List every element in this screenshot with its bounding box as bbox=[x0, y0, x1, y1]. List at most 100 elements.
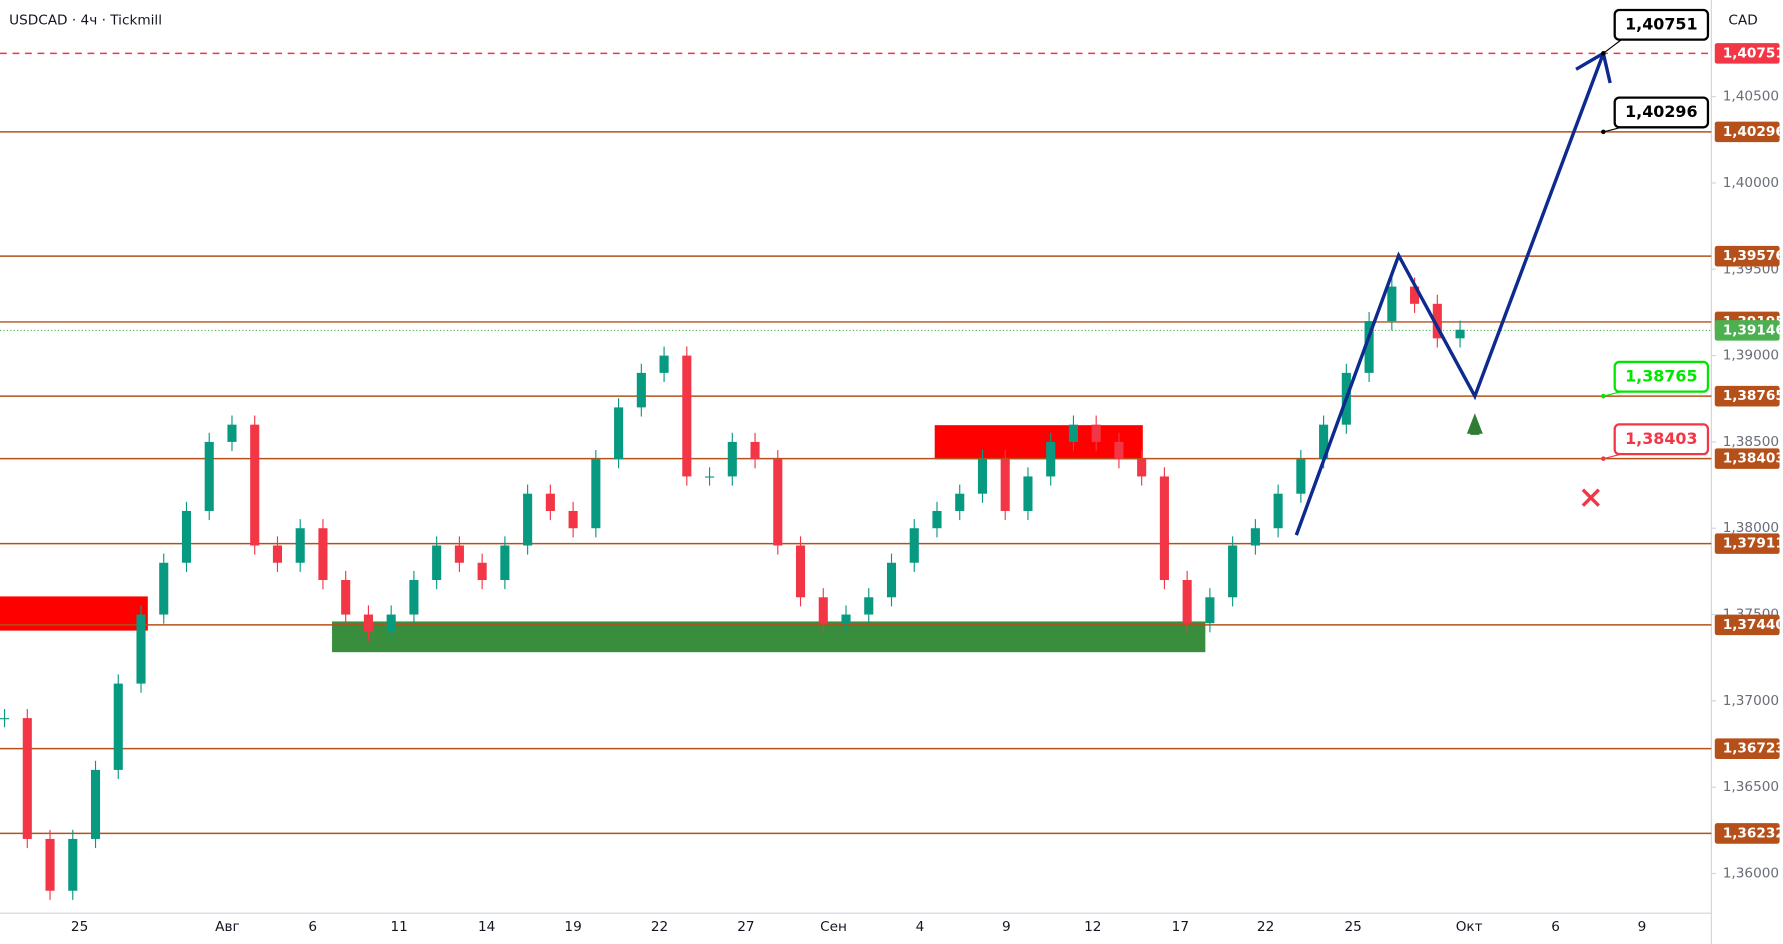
candle bbox=[864, 597, 874, 615]
candle bbox=[1137, 459, 1147, 477]
x-tick-label: 6 bbox=[308, 919, 317, 935]
candle bbox=[159, 562, 169, 615]
level-label-box bbox=[1714, 385, 1780, 407]
candle bbox=[727, 441, 737, 477]
x-tick-label: 4 bbox=[916, 919, 925, 935]
zone bbox=[332, 621, 1206, 653]
current-price-label: 1,39146 bbox=[1723, 322, 1783, 338]
candle bbox=[1182, 580, 1192, 624]
candle bbox=[1068, 424, 1078, 442]
x-tick-label: Окт bbox=[1456, 919, 1483, 935]
zone bbox=[934, 425, 1143, 460]
candle bbox=[1296, 459, 1306, 494]
candle bbox=[750, 441, 760, 460]
y-tick-label: 1,37000 bbox=[1723, 693, 1779, 709]
x-tick-label: 19 bbox=[564, 919, 581, 935]
callout-label: 1,38403 bbox=[1625, 429, 1697, 448]
candle bbox=[204, 441, 214, 511]
candle bbox=[1455, 329, 1465, 339]
candle bbox=[1114, 441, 1124, 460]
candle bbox=[136, 614, 146, 684]
y-tick-label: 1,38000 bbox=[1723, 520, 1779, 536]
x-tick-label: Авг bbox=[215, 919, 240, 935]
callout-dot bbox=[1601, 51, 1606, 56]
candle bbox=[1000, 459, 1010, 511]
callout-label: 1,40296 bbox=[1625, 102, 1697, 121]
candle bbox=[1319, 424, 1329, 460]
candle bbox=[45, 838, 55, 891]
candle bbox=[318, 528, 328, 581]
candle bbox=[386, 614, 396, 632]
candle bbox=[1273, 493, 1283, 529]
x-tick-label: 9 bbox=[1002, 919, 1011, 935]
current-price-box bbox=[1714, 320, 1780, 341]
level-label: 1,36723 bbox=[1723, 741, 1783, 757]
candle bbox=[955, 493, 965, 511]
x-tick-label: 14 bbox=[478, 919, 495, 935]
candle bbox=[22, 718, 32, 839]
level-label: 1,37440 bbox=[1723, 617, 1783, 633]
candle bbox=[545, 493, 555, 511]
x-tick-label: 25 bbox=[71, 919, 88, 935]
callout-dot bbox=[1601, 393, 1606, 399]
y-tick-label: 1,38500 bbox=[1723, 434, 1779, 450]
candle bbox=[295, 528, 305, 563]
x-tick-label: 12 bbox=[1084, 919, 1101, 935]
candle bbox=[1023, 476, 1033, 511]
callout-box bbox=[1613, 96, 1710, 129]
candle bbox=[363, 614, 373, 632]
candle bbox=[1387, 286, 1397, 322]
chart-title: USDCAD · 4ч · Tickmill bbox=[9, 13, 162, 29]
candle bbox=[68, 838, 78, 891]
currency: CAD bbox=[1728, 13, 1757, 29]
candle bbox=[523, 493, 533, 546]
candle bbox=[1432, 303, 1442, 339]
y-tick-label: 1,36000 bbox=[1723, 865, 1779, 881]
candle bbox=[409, 580, 419, 615]
candle bbox=[1205, 597, 1215, 624]
callout-label: 1,40751 bbox=[1625, 14, 1697, 33]
x-tick-label: 25 bbox=[1344, 919, 1361, 935]
candle bbox=[705, 476, 715, 478]
x-tick-label: 11 bbox=[390, 919, 407, 935]
candle bbox=[932, 510, 942, 529]
projection-path bbox=[1294, 52, 1605, 536]
x-tick-label: 6 bbox=[1551, 919, 1560, 935]
candle bbox=[1228, 545, 1238, 598]
candle bbox=[341, 580, 351, 615]
level-label: 1,40296 bbox=[1723, 124, 1783, 140]
level-label-box bbox=[1714, 245, 1780, 267]
candle bbox=[1364, 321, 1374, 373]
candle bbox=[500, 545, 510, 581]
y-tick-label: 1,40500 bbox=[1723, 89, 1779, 105]
callout-dot bbox=[1601, 456, 1606, 461]
candle bbox=[568, 510, 578, 529]
candle bbox=[773, 459, 783, 546]
candle bbox=[272, 545, 283, 563]
candle bbox=[227, 424, 237, 442]
stop-cross bbox=[1581, 488, 1600, 507]
candle bbox=[614, 407, 624, 460]
candle bbox=[1091, 424, 1101, 442]
y-tick-label: 1,39000 bbox=[1723, 348, 1779, 364]
x-tick-label: Сен bbox=[820, 919, 847, 935]
x-tick-label: 22 bbox=[651, 919, 668, 935]
candle bbox=[795, 545, 806, 598]
level-label-box bbox=[1714, 738, 1780, 759]
level-label-box bbox=[1714, 823, 1780, 844]
candle bbox=[1046, 441, 1056, 477]
level-label-box bbox=[1714, 43, 1780, 64]
callout-box bbox=[1613, 423, 1710, 456]
level-label: 1,37911 bbox=[1723, 536, 1783, 552]
candle bbox=[1250, 528, 1260, 546]
candle bbox=[90, 769, 101, 839]
candle bbox=[1410, 286, 1420, 304]
level-label-box bbox=[1714, 121, 1780, 143]
candle bbox=[636, 372, 646, 408]
x-tick-label: 17 bbox=[1172, 919, 1189, 935]
level-label: 1,36232 bbox=[1723, 825, 1783, 841]
callout-box bbox=[1613, 8, 1710, 41]
x-tick-label: 27 bbox=[737, 919, 754, 935]
buy-arrow bbox=[1466, 413, 1483, 435]
